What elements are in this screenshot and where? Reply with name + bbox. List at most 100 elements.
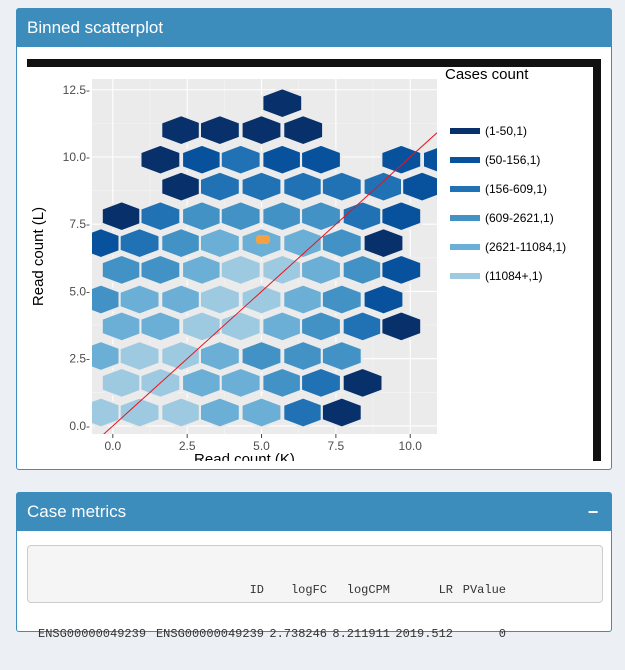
hexbin [320,283,363,316]
legend-title: Cases count [445,66,529,83]
data-cell: ENSG00000049239 [155,627,264,641]
hexbin [100,200,143,233]
x-axis-title: Read count (K) [194,451,295,461]
hexbin [380,200,423,233]
hexbin-layer [92,87,437,429]
legend-label: (50-156,1) [485,153,540,167]
y-tick-label: 5.0- [69,284,90,298]
hexbin [401,170,437,203]
hexbin [261,310,304,343]
hexbin [180,200,224,233]
highlight-point [256,235,271,245]
y-axis-title: Read count (L) [30,207,47,306]
legend-swatch [450,244,480,250]
hexbin [261,200,304,233]
binned-scatterplot-title: Binned scatterplot [27,18,164,37]
hexbin [380,143,423,176]
hexbin [160,226,203,260]
hexbin [118,339,161,373]
hexbin [380,310,423,343]
legend-swatch [450,157,480,163]
hexbin [261,143,304,176]
hexbin [160,396,203,429]
legend-swatch [450,186,480,192]
hexbin [198,170,241,203]
hexbin [198,339,241,373]
hexbin [341,310,384,343]
header-cell: logFC [290,583,327,597]
hexbin [299,200,343,233]
data-cell: ENSG00000049239 [38,627,147,641]
reference-line [103,132,437,434]
hexbin [219,200,262,233]
hexbin [341,200,384,233]
hexbin [180,143,224,176]
hexbin [320,339,363,373]
collapse-button[interactable]: − [587,502,599,522]
legend-label: (609-2621,1) [485,211,554,225]
legend-swatch [450,273,480,279]
y-tick-label: 0.0- [69,419,90,433]
y-tick-label: 10.0- [63,150,90,164]
header-cell [38,582,151,598]
hexbin [219,253,262,287]
y-tick-label: 12.5- [63,83,90,97]
x-tick-label: 10.0 [399,439,423,453]
metrics-data-row: ENSG00000049239 ENSG00000049239 2.738246… [38,626,592,642]
hexbin [362,283,405,316]
hexbin [198,113,241,147]
hexbin [139,310,182,343]
hexbin [320,226,363,260]
hexbin [261,366,304,400]
y-tick-label: 7.5- [69,217,90,231]
hexbin [100,310,143,343]
hexbin [421,145,437,174]
x-tick-label: 7.5 [328,439,345,453]
case-metrics-title: Case metrics [27,502,127,521]
hexbin [299,310,343,343]
hexbin [160,339,203,373]
hexbin [362,226,405,260]
hexbin [118,283,161,316]
x-tick-label: 0.0 [104,439,121,453]
hexbin [219,143,262,176]
hexbin [180,253,224,287]
hexbin [299,143,343,176]
header-cell: PValue [462,583,506,597]
hexbin [261,87,304,120]
legend-label: (156-609,1) [485,182,547,196]
hexbin [198,283,241,316]
hexbin [240,283,283,316]
header-cell: LR [438,583,453,597]
hexbin [198,226,241,260]
hexbin [240,339,283,373]
hexbin [139,143,182,176]
hexbin [139,253,182,287]
hexbin [118,226,161,260]
hexbin [180,310,224,343]
hexbin [320,170,363,203]
hexbin [362,170,405,203]
hexbin [160,283,203,316]
hexbin [198,396,241,429]
legend-label: (2621-11084,1) [485,240,566,254]
hexbin [299,366,343,400]
hexbin [160,170,203,203]
hexbin [118,396,161,429]
hexbin [160,113,203,147]
hexbin-chart: 0.0 2.5 5.0 7.5 10.0 0.0- 2.5- 5.0- 7.5- 10.0- 12.… [27,59,601,461]
metrics-header-row: ID logFC logCPM LR PValue [38,582,592,598]
header-cell: ID [249,583,264,597]
hexbin [240,396,283,429]
hexbin [240,113,283,147]
hexbin [380,253,423,287]
data-cell: 2019.512 [395,627,453,641]
hexbin [282,113,325,147]
legend-swatch [450,128,480,134]
case-metrics-box: Case metrics − ID logFC logCPM LR PValue… [16,492,612,641]
data-cell: 2.738246 [269,627,327,641]
legend-label: (1-50,1) [485,124,527,138]
data-cell: 0 [498,627,506,641]
x-tick-label: 5.0 [253,439,270,453]
hexbin [180,366,224,400]
